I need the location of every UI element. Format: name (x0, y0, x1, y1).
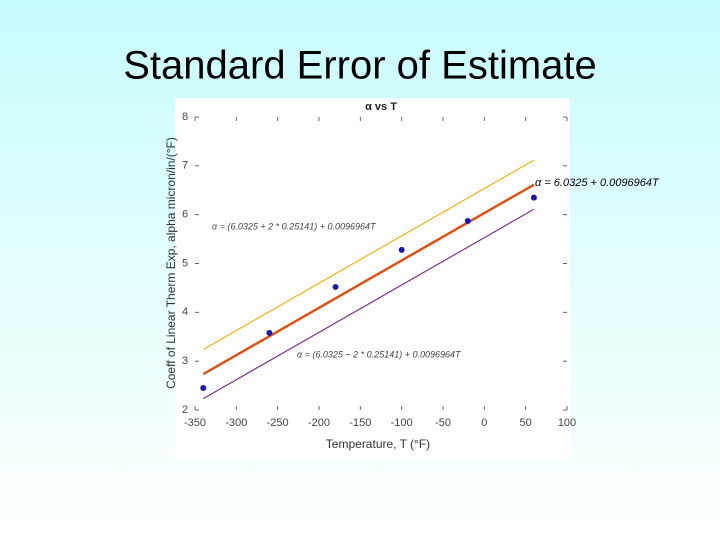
x-tick-label: 50 (520, 417, 532, 429)
y-tick-label: 5 (182, 257, 188, 269)
fit-line (202, 183, 535, 376)
annotation: α = (6.0325 + 2 * 0.25141) + 0.0096964T (212, 221, 377, 231)
x-axis-label: Temperature, T (°F) (326, 437, 430, 451)
x-tick-label: -100 (391, 417, 413, 429)
fit-line (202, 159, 535, 351)
y-tick-label: 3 (182, 355, 188, 367)
x-tick-label: -250 (267, 417, 289, 429)
data-point (266, 329, 273, 336)
data-point (398, 246, 405, 253)
x-tick-label: -50 (435, 417, 451, 429)
slide-title: Standard Error of Estimate (123, 44, 597, 88)
x-tick-label: 0 (481, 417, 487, 429)
chart-title: α vs T (365, 101, 397, 113)
annotation: α = 6.0325 + 0.0096964T (535, 177, 660, 189)
x-tick-label: 100 (558, 417, 576, 429)
fit-line (202, 208, 535, 400)
y-axis-label: Coeff of Linear Therm Exp, alpha micron/… (164, 137, 178, 389)
x-tick-label: -300 (225, 417, 247, 429)
data-point (464, 218, 471, 225)
y-tick-label: 6 (182, 209, 188, 221)
x-tick-label: -200 (308, 417, 330, 429)
y-tick-label: 2 (182, 404, 188, 416)
x-tick-label: -350 (184, 417, 206, 429)
y-tick-label: 7 (182, 160, 188, 172)
data-point (530, 194, 537, 201)
x-tick-label: -150 (349, 417, 371, 429)
y-tick-label: 4 (182, 306, 188, 318)
y-tick-label: 8 (182, 111, 188, 123)
data-point (332, 283, 339, 290)
annotation: α = (6.0325 − 2 * 0.25141) + 0.0096964T (297, 349, 462, 359)
data-point (200, 385, 207, 392)
